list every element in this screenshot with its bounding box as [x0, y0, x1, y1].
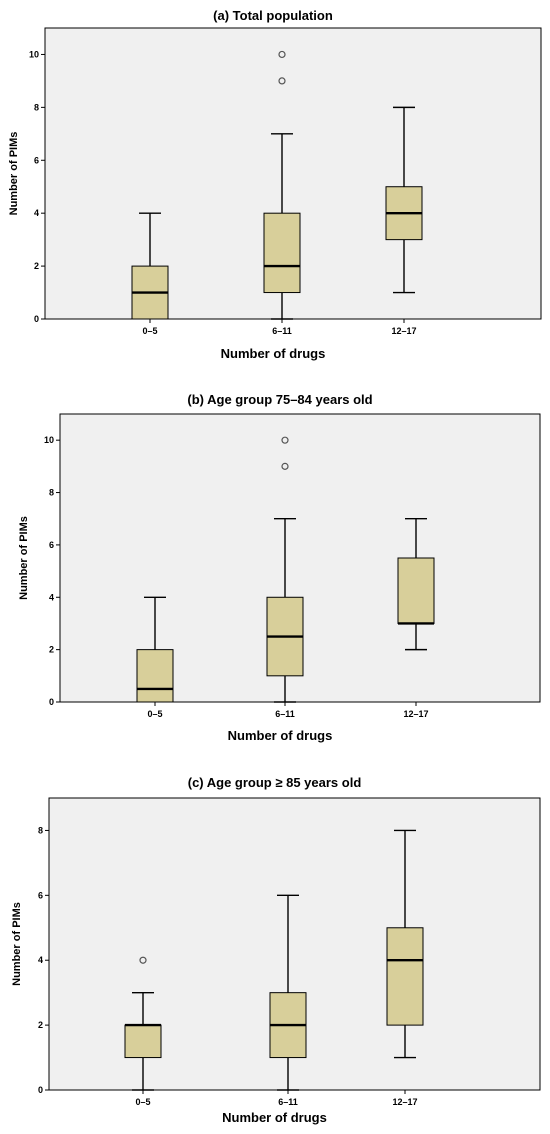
x-tick-label: 12–17	[391, 326, 416, 336]
box-group	[266, 436, 304, 703]
y-tick-label: 2	[49, 645, 54, 655]
y-tick-label: 0	[38, 1085, 43, 1095]
y-tick-label: 10	[44, 435, 54, 445]
y-tick-label: 6	[38, 890, 43, 900]
y-axis-title: Number of PIMs	[11, 902, 23, 986]
outlier-point	[278, 50, 286, 59]
x-tick-label: 0–5	[135, 1097, 150, 1107]
x-tick-label: 6–11	[275, 709, 295, 719]
chart-panel: (b) Age group 75–84 years old 0 2 4 6 8 10 Numb…	[18, 392, 541, 743]
y-tick-label: 2	[38, 1020, 43, 1030]
y-tick-label: 8	[34, 102, 39, 112]
box-group	[136, 596, 174, 703]
y-tick-label: 8	[38, 825, 43, 835]
x-axis-title: Number of drugs	[221, 346, 326, 361]
y-tick-label: 6	[34, 155, 39, 165]
x-axis-title: Number of drugs	[222, 1110, 327, 1125]
x-tick-label: 12–17	[392, 1097, 417, 1107]
y-axis-title: Number of PIMs	[18, 516, 30, 600]
y-tick-label: 6	[49, 540, 54, 550]
x-tick-label: 0–5	[147, 709, 162, 719]
chart-panel: (c) Age group ≥ 85 years old 0 2 4 6 8 Number …	[11, 775, 541, 1125]
x-tick-label: 6–11	[272, 326, 292, 336]
y-tick-label: 0	[34, 314, 39, 324]
x-tick-label: 0–5	[142, 326, 157, 336]
outlier-point	[281, 436, 289, 444]
y-tick-label: 4	[49, 592, 54, 602]
box-group	[397, 518, 435, 651]
x-tick-label: 6–11	[278, 1097, 298, 1107]
box	[397, 557, 435, 624]
y-tick-label: 4	[34, 208, 39, 218]
box-group	[131, 212, 169, 320]
chart-panel: (a) Total population 0 2 4 6 8 10 Number of PIM…	[8, 8, 542, 361]
y-tick-label: 10	[29, 49, 39, 59]
box	[136, 649, 174, 703]
box-group	[263, 50, 301, 320]
y-tick-label: 8	[49, 488, 54, 498]
box	[124, 1024, 162, 1059]
chart-title: (b) Age group 75–84 years old	[187, 392, 372, 407]
x-tick-label: 12–17	[403, 709, 428, 719]
outlier-point	[139, 956, 147, 964]
y-tick-label: 2	[34, 261, 39, 271]
box	[263, 212, 301, 294]
chart-title: (a) Total population	[213, 8, 333, 23]
outlier-point	[278, 77, 286, 85]
x-axis-title: Number of drugs	[228, 728, 333, 743]
box-group	[124, 956, 162, 1091]
box-group	[385, 106, 423, 294]
y-axis-title: Number of PIMs	[8, 132, 20, 216]
y-tick-label: 0	[49, 697, 54, 707]
box	[386, 927, 424, 1026]
box-group	[386, 829, 424, 1059]
outlier-point	[281, 462, 289, 470]
box-group	[269, 894, 307, 1091]
y-tick-label: 4	[38, 955, 43, 965]
chart-title: (c) Age group ≥ 85 years old	[188, 775, 362, 790]
